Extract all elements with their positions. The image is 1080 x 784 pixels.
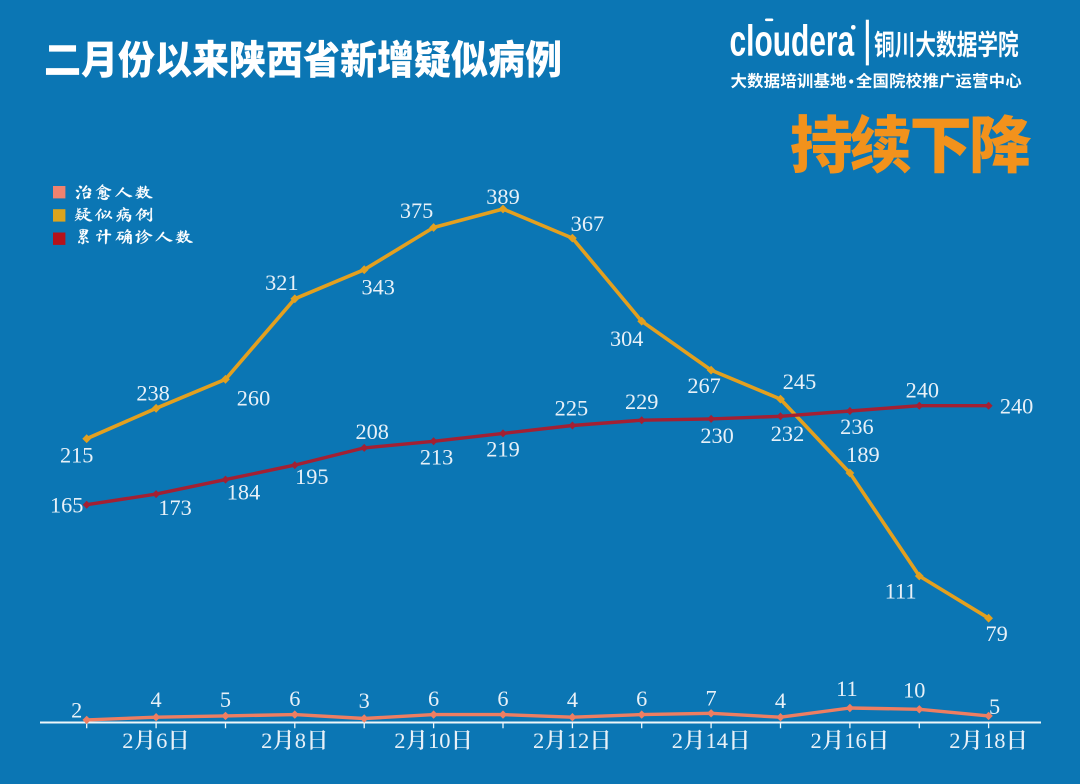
svg-text:343: 343	[361, 275, 394, 300]
svg-text:189: 189	[846, 442, 879, 467]
svg-text:11: 11	[836, 676, 857, 701]
svg-text:10: 10	[903, 677, 925, 702]
svg-text:10: 10	[428, 728, 451, 753]
svg-text:4: 4	[775, 688, 786, 713]
svg-text:232: 232	[771, 421, 804, 446]
svg-text:219: 219	[486, 436, 519, 461]
svg-text:2: 2	[533, 728, 544, 753]
svg-text:2: 2	[394, 728, 405, 753]
svg-text:4: 4	[151, 687, 162, 712]
svg-text:238: 238	[136, 380, 169, 405]
svg-text:2: 2	[261, 728, 272, 753]
svg-text:14: 14	[706, 728, 729, 753]
svg-text:4: 4	[567, 687, 578, 712]
svg-text:12: 12	[567, 728, 590, 753]
svg-text:215: 215	[60, 443, 93, 468]
svg-text:cloudera: cloudera	[730, 16, 856, 65]
svg-text:16: 16	[844, 728, 867, 753]
svg-text:213: 213	[420, 444, 453, 469]
svg-text:389: 389	[486, 184, 519, 209]
svg-text:6: 6	[289, 686, 300, 711]
svg-text:321: 321	[265, 270, 298, 295]
svg-text:111: 111	[885, 579, 917, 604]
svg-text:2: 2	[672, 728, 683, 753]
svg-text:260: 260	[237, 385, 270, 410]
svg-text:304: 304	[610, 326, 643, 351]
svg-text:245: 245	[783, 369, 816, 394]
svg-text:5: 5	[220, 687, 231, 712]
svg-text:208: 208	[355, 419, 388, 444]
svg-text:6: 6	[636, 686, 647, 711]
svg-text:3: 3	[359, 688, 370, 713]
svg-text:165: 165	[50, 493, 83, 518]
svg-text:2: 2	[71, 697, 82, 722]
svg-text:6: 6	[428, 686, 439, 711]
svg-text:6: 6	[497, 686, 508, 711]
svg-text:230: 230	[700, 423, 733, 448]
svg-text:184: 184	[227, 480, 260, 505]
svg-text:236: 236	[840, 414, 873, 439]
svg-text:2: 2	[811, 728, 822, 753]
svg-text:173: 173	[158, 495, 191, 520]
svg-text:225: 225	[555, 396, 588, 421]
svg-text:375: 375	[400, 198, 433, 223]
svg-text:267: 267	[687, 373, 720, 398]
svg-text:2: 2	[122, 728, 133, 753]
svg-text:240: 240	[1000, 394, 1033, 419]
svg-text:6: 6	[156, 728, 167, 753]
svg-text:8: 8	[295, 728, 306, 753]
svg-text:79: 79	[985, 621, 1007, 646]
svg-text:2: 2	[949, 728, 960, 753]
svg-text:18: 18	[983, 728, 1006, 753]
svg-text:7: 7	[706, 685, 717, 710]
svg-text:229: 229	[625, 389, 658, 414]
svg-text:195: 195	[295, 464, 328, 489]
svg-text:240: 240	[906, 378, 939, 403]
svg-text:5: 5	[989, 694, 1000, 719]
svg-text:367: 367	[571, 211, 604, 236]
